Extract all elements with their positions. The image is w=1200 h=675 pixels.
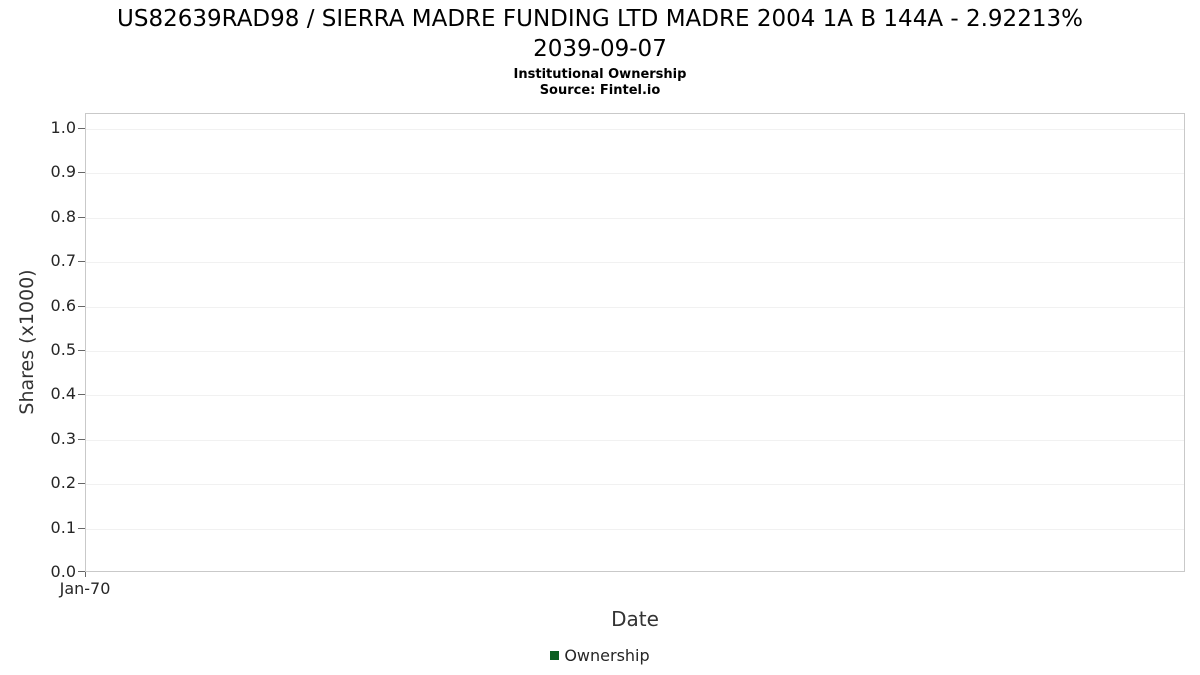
y-tick-mark — [78, 261, 85, 263]
y-tick-mark — [78, 571, 85, 572]
gridline — [86, 217, 1184, 219]
plot-area — [85, 113, 1185, 572]
gridline — [86, 528, 1184, 530]
y-tick-mark — [78, 172, 85, 174]
gridline — [86, 439, 1184, 441]
chart-title-line1: US82639RAD98 / SIERRA MADRE FUNDING LTD … — [117, 6, 1083, 32]
chart-subtitle: Institutional Ownership — [513, 67, 687, 82]
x-axis-label: Date — [611, 607, 659, 631]
x-tick-mark — [85, 572, 86, 577]
ownership-legend-label: Ownership — [564, 646, 650, 665]
y-tick-label: 0.8 — [50, 207, 76, 226]
y-tick-mark — [78, 216, 85, 218]
y-tick-mark — [78, 438, 85, 440]
y-tick-label: 0.4 — [50, 384, 76, 403]
y-tick-label: 0.7 — [50, 251, 76, 270]
x-tick-label: Jan-70 — [59, 579, 111, 598]
chart-title-line2: 2039-09-07 — [533, 36, 667, 62]
y-tick-mark — [78, 483, 85, 485]
gridline — [86, 395, 1184, 397]
y-tick-label: 0.1 — [50, 518, 76, 537]
y-tick-mark — [78, 305, 85, 307]
y-tick-label: 0.3 — [50, 429, 76, 448]
y-tick-mark — [78, 128, 85, 129]
y-tick-mark — [78, 527, 85, 529]
gridline — [86, 351, 1184, 352]
y-tick-mark — [78, 350, 85, 351]
y-tick-mark — [78, 394, 85, 396]
gridline — [86, 306, 1184, 308]
ownership-legend-swatch — [550, 651, 560, 660]
gridline — [86, 484, 1184, 486]
y-tick-label: 0.2 — [50, 473, 76, 492]
chart-source: Source: Fintel.io — [539, 83, 661, 98]
y-tick-label: 0.6 — [50, 296, 76, 315]
gridline — [86, 262, 1184, 264]
chart-legend: Ownership — [0, 646, 1200, 665]
y-tick-label: 0.9 — [50, 162, 76, 181]
y-tick-label: 0.5 — [50, 340, 76, 359]
y-tick-label: 1.0 — [50, 118, 76, 137]
gridline — [86, 173, 1184, 175]
y-tick-label: 0.0 — [50, 562, 76, 581]
gridline — [86, 129, 1184, 130]
